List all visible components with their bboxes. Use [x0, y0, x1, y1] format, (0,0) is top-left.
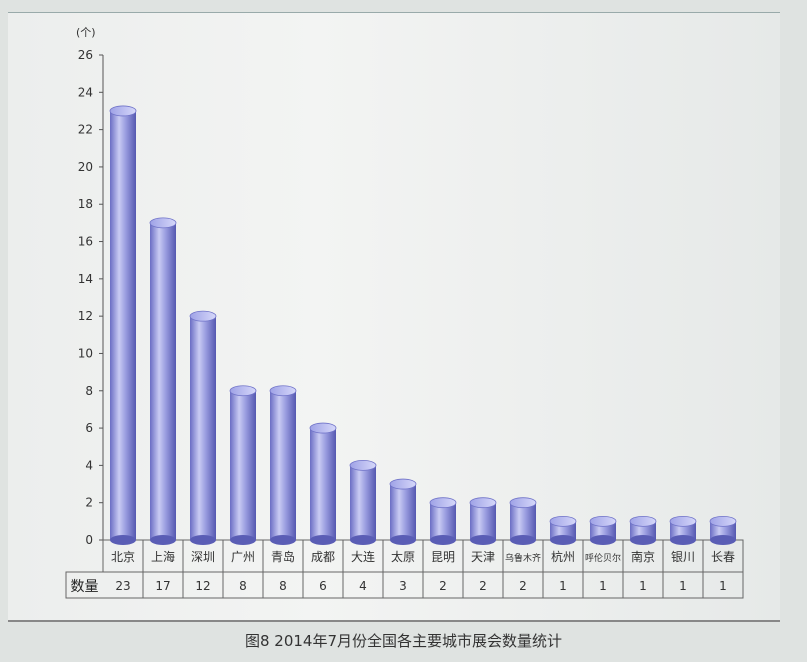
bar: [310, 428, 336, 540]
bar-top: [349, 459, 377, 471]
x-category-label: 深圳: [191, 550, 215, 564]
bar-base: [230, 535, 256, 545]
y-tick-label: 20: [78, 160, 93, 174]
y-tick-label: 24: [78, 85, 93, 99]
table-row-label: 数量: [71, 579, 99, 595]
bar-base: [270, 535, 296, 545]
bar-top: [509, 497, 537, 509]
x-category-label: 南京: [631, 549, 655, 564]
bar-top: [669, 515, 697, 527]
bar-base: [630, 535, 656, 545]
bar-top: [429, 497, 457, 509]
table-value: 1: [679, 579, 687, 593]
y-tick-label: 16: [78, 235, 93, 249]
y-tick-label: 8: [85, 384, 93, 398]
x-category-label: 杭州: [551, 549, 575, 564]
table-value: 3: [399, 579, 407, 593]
table-value: 8: [279, 579, 287, 593]
bar: [190, 316, 216, 540]
table-value: 23: [115, 579, 130, 593]
bar: [230, 390, 256, 540]
bar-top: [389, 478, 417, 490]
table-value: 1: [599, 579, 607, 593]
chart-title: 图8 2014年7月份全国各主要城市展会数量统计: [244, 632, 563, 650]
table-value: 4: [359, 579, 367, 593]
table-value: 12: [195, 579, 210, 593]
bar-base: [430, 535, 456, 545]
bar-top: [709, 515, 737, 527]
bar-top: [269, 385, 297, 397]
table-value: 17: [155, 579, 170, 593]
y-tick-label: 2: [85, 496, 93, 510]
table-value: 1: [639, 579, 647, 593]
x-category-label: 呼伦贝尔: [585, 552, 621, 564]
bar-top: [229, 385, 257, 397]
x-category-label: 银川: [671, 550, 695, 564]
table-value: 1: [719, 579, 727, 593]
bar-base: [110, 535, 136, 545]
y-tick-label: 14: [78, 272, 93, 286]
y-tick-label: 4: [85, 458, 93, 472]
bar-base: [670, 535, 696, 545]
bar: [110, 110, 136, 540]
table-value: 6: [319, 579, 327, 593]
x-category-label: 昆明: [431, 550, 455, 564]
x-category-label: 乌鲁木齐: [505, 552, 541, 564]
bar-top: [549, 515, 577, 527]
y-tick-label: 12: [78, 309, 93, 323]
bar-base: [150, 535, 176, 545]
table-value: 2: [519, 579, 527, 593]
y-tick-label: 18: [78, 197, 93, 211]
x-category-label: 大连: [351, 549, 375, 564]
bar-base: [590, 535, 616, 545]
y-tick-label: 0: [85, 533, 93, 547]
x-category-label: 长春: [711, 550, 735, 564]
y-tick-label: 10: [78, 346, 93, 360]
bar: [350, 465, 376, 540]
x-category-label: 青岛: [271, 549, 295, 564]
bar-top: [589, 515, 617, 527]
table-value: 8: [239, 579, 247, 593]
x-category-label: 太原: [391, 549, 415, 564]
y-tick-label: 6: [85, 421, 93, 435]
y-tick-label: 22: [78, 123, 93, 137]
bar: [390, 484, 416, 540]
bar-top: [149, 217, 177, 229]
bar-base: [710, 535, 736, 545]
table-value: 2: [439, 579, 447, 593]
y-axis-unit: (个): [76, 26, 96, 39]
bar-top: [469, 497, 497, 509]
bar-base: [390, 535, 416, 545]
bar: [510, 502, 536, 540]
x-category-label: 上海: [151, 549, 175, 564]
bar-top: [629, 515, 657, 527]
bar-base: [190, 535, 216, 545]
x-category-label: 北京: [111, 550, 135, 564]
bar-top: [189, 310, 217, 322]
x-category-label: 成都: [311, 550, 335, 564]
bar-base: [350, 535, 376, 545]
table-value: 2: [479, 579, 487, 593]
bar-top: [109, 105, 137, 117]
bar-base: [550, 535, 576, 545]
bar-top: [309, 422, 337, 434]
bar-base: [470, 535, 496, 545]
table-value: 1: [559, 579, 567, 593]
x-category-label: 广州: [231, 550, 255, 564]
y-tick-label: 26: [78, 48, 93, 62]
bar: [150, 222, 176, 540]
bar: [270, 390, 296, 540]
bar: [470, 502, 496, 540]
bar: [430, 502, 456, 540]
bar-base: [310, 535, 336, 545]
x-category-label: 天津: [471, 550, 495, 564]
bar-base: [510, 535, 536, 545]
